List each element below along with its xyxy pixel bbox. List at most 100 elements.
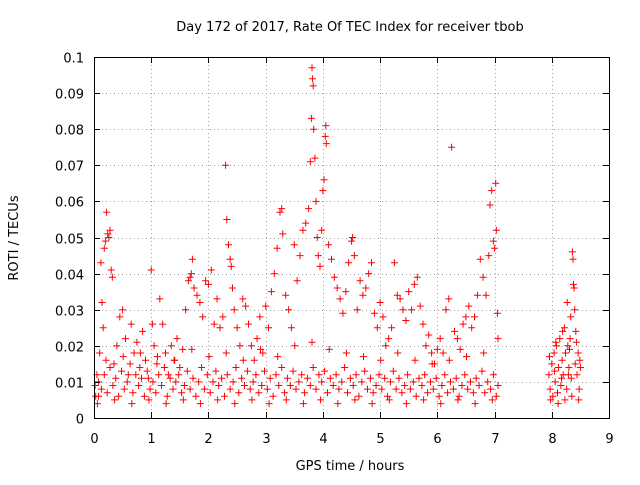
data-point [212, 367, 220, 375]
data-point [93, 400, 101, 408]
data-point [455, 392, 463, 400]
data-point [558, 356, 566, 364]
data-point [568, 392, 576, 400]
data-point [458, 382, 466, 389]
data-point [432, 374, 440, 382]
data-point [133, 338, 141, 346]
data-point [410, 280, 418, 288]
data-point [285, 306, 293, 314]
data-point [352, 371, 360, 379]
data-point [154, 353, 161, 361]
data-point [386, 378, 394, 386]
data-point [205, 353, 213, 361]
data-point [259, 349, 267, 357]
data-point [299, 400, 307, 408]
data-point [115, 392, 123, 400]
data-point [332, 371, 340, 379]
data-point [172, 378, 180, 386]
data-point [365, 270, 373, 278]
data-point [175, 371, 183, 379]
data-point [404, 371, 412, 379]
data-point [100, 244, 108, 252]
data-point [122, 335, 129, 343]
data-point [416, 302, 424, 310]
data-point [376, 299, 384, 306]
data-point [335, 385, 343, 393]
data-point [419, 320, 427, 328]
data-point [326, 374, 334, 382]
data-point [206, 389, 214, 397]
data-point [305, 205, 313, 213]
x-tick-label: 3 [262, 432, 270, 447]
y-tick-label: 0.1 [63, 52, 84, 67]
data-point [203, 371, 211, 379]
data-point [262, 302, 270, 310]
data-point [222, 349, 230, 357]
data-point [552, 342, 560, 350]
data-point [243, 367, 251, 375]
data-point [188, 255, 196, 263]
data-point [209, 378, 217, 386]
data-point [223, 216, 231, 223]
data-point [393, 291, 401, 299]
data-point [309, 75, 317, 83]
data-point [564, 342, 572, 350]
data-point [147, 266, 155, 274]
data-point [396, 295, 404, 303]
data-point [187, 270, 195, 278]
data-point [489, 237, 497, 245]
data-point [570, 284, 578, 292]
data-point [487, 385, 495, 393]
data-point [368, 259, 375, 267]
data-point [156, 295, 164, 303]
data-point [257, 345, 264, 353]
data-point [433, 345, 441, 353]
data-point [166, 374, 174, 382]
data-point [101, 237, 109, 245]
data-point [226, 255, 234, 263]
data-point [113, 342, 121, 350]
data-point [341, 364, 349, 371]
data-point [571, 306, 579, 314]
data-point [231, 400, 239, 408]
data-point [158, 382, 165, 389]
data-point [402, 317, 410, 324]
data-point [566, 335, 574, 343]
data-point [253, 335, 261, 343]
data-point [549, 392, 557, 400]
data-point [325, 241, 333, 249]
data-point [306, 158, 314, 166]
data-point [575, 385, 583, 393]
data-point [557, 382, 565, 389]
data-point [336, 295, 344, 303]
data-point [334, 400, 342, 408]
y-tick-label: 0.02 [55, 341, 84, 356]
data-point [353, 306, 361, 314]
data-point [395, 374, 403, 382]
data-point [338, 378, 346, 386]
data-point [110, 360, 118, 368]
data-point [561, 396, 569, 404]
data-point [198, 364, 206, 371]
data-point [550, 349, 558, 357]
data-point [183, 367, 191, 375]
data-point [415, 374, 423, 382]
data-point [214, 396, 222, 404]
data-point [476, 255, 484, 263]
data-point [405, 288, 413, 296]
data-point [301, 389, 309, 397]
data-point [236, 342, 244, 350]
data-point [111, 396, 119, 404]
data-point [308, 338, 316, 346]
data-point [252, 371, 260, 379]
data-point [123, 378, 131, 386]
data-point [355, 392, 363, 400]
data-point [558, 374, 565, 382]
data-point [459, 320, 467, 328]
data-point [413, 273, 421, 281]
data-point [429, 385, 437, 393]
data-point [314, 252, 322, 260]
data-point [488, 187, 496, 195]
data-point [136, 349, 144, 357]
